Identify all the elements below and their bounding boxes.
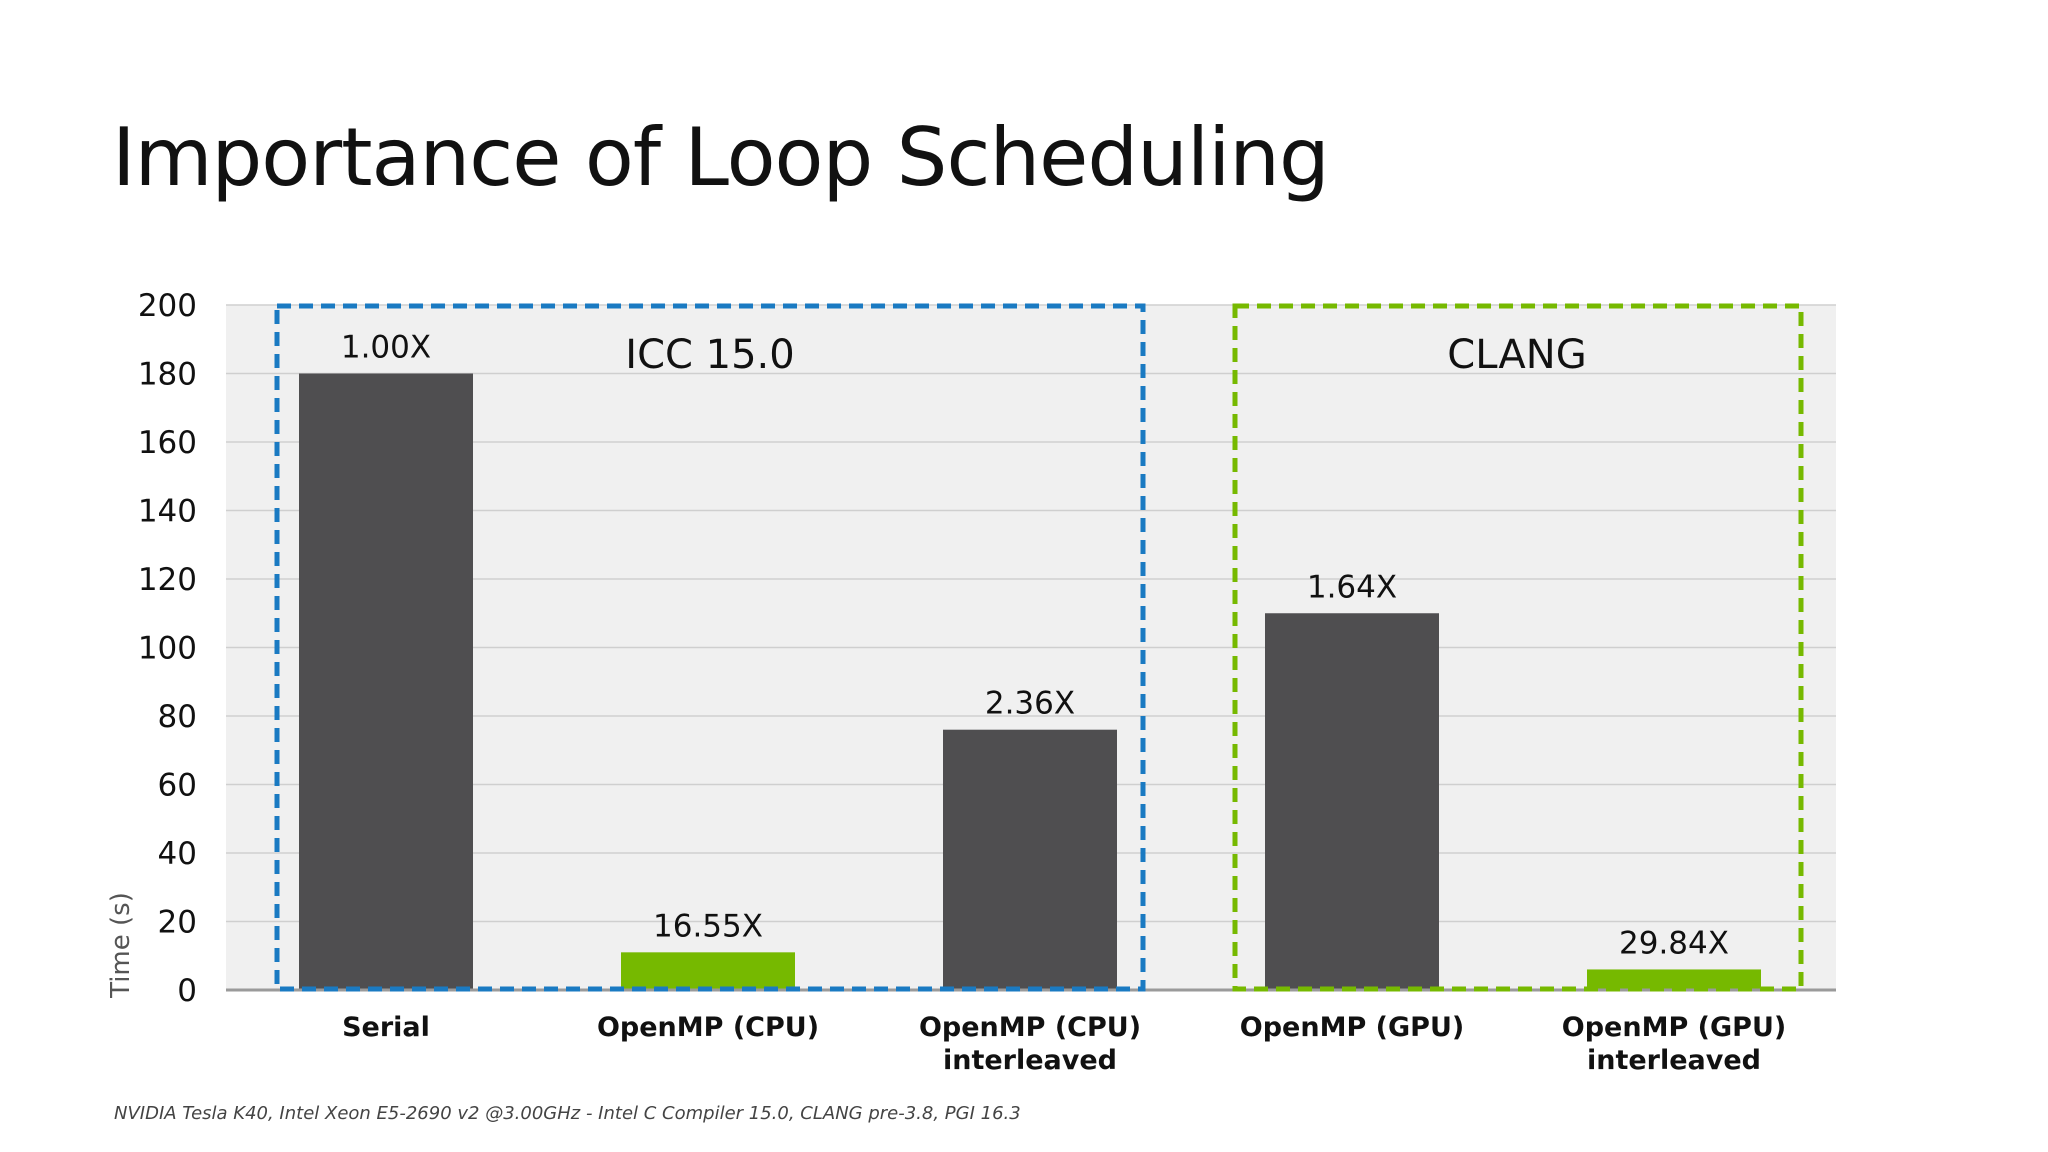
x-tick-label: OpenMP (GPU) — [1240, 1012, 1464, 1043]
data-label: 1.64X — [1307, 569, 1397, 605]
group-box — [274, 303, 1146, 992]
bar — [1587, 969, 1761, 990]
y-tick-label: 60 — [158, 768, 197, 804]
footnote: NVIDIA Tesla K40, Intel Xeon E5-2690 v2 … — [114, 1103, 1021, 1124]
data-label: 2.36X — [985, 686, 1075, 722]
y-tick-label: 100 — [138, 631, 197, 667]
bar — [943, 729, 1117, 990]
bar — [1265, 613, 1439, 990]
y-tick-label: 180 — [138, 357, 197, 393]
group-box — [1232, 303, 1804, 992]
data-label: 16.55X — [653, 908, 763, 944]
bar — [621, 952, 795, 990]
y-tick-label: 200 — [138, 288, 197, 324]
y-tick-label: 20 — [158, 905, 197, 941]
x-tick-label: OpenMP (CPU) — [919, 1012, 1141, 1043]
group-label: CLANG — [1447, 332, 1586, 378]
x-tick-label: interleaved — [1587, 1045, 1761, 1076]
group-label: ICC 15.0 — [625, 332, 794, 378]
y-tick-label: 140 — [138, 494, 197, 530]
y-tick-label: 160 — [138, 425, 197, 461]
y-tick-label: 0 — [177, 973, 197, 1009]
data-label: 1.00X — [341, 330, 431, 366]
x-tick-label: Serial — [342, 1012, 430, 1043]
x-tick-label: interleaved — [943, 1045, 1117, 1076]
bar — [299, 373, 473, 990]
y-tick-label: 40 — [158, 836, 197, 872]
y-tick-label: 80 — [158, 699, 197, 735]
y-axis-label: Time (s) — [106, 892, 136, 999]
y-tick-label: 120 — [138, 562, 197, 598]
slide-title: Importance of Loop Scheduling — [112, 111, 1330, 204]
x-tick-label: OpenMP (CPU) — [597, 1012, 819, 1043]
x-tick-label: OpenMP (GPU) — [1562, 1012, 1786, 1043]
data-label: 29.84X — [1619, 925, 1729, 961]
